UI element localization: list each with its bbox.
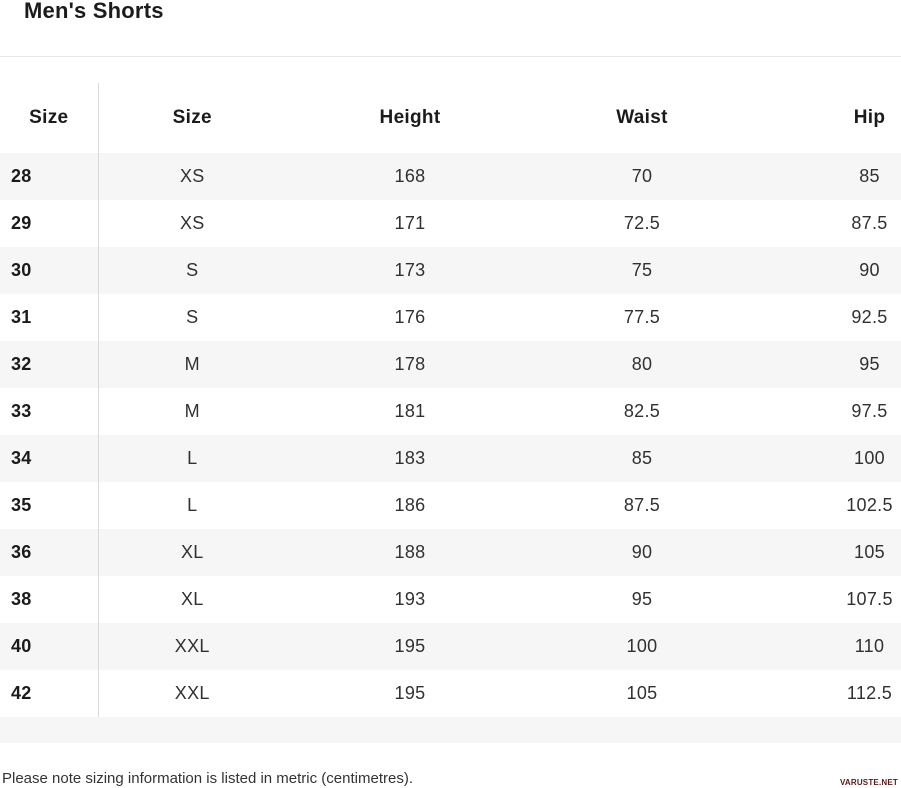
cell-waist: 70 [631, 166, 653, 186]
cell-hip: 100 [854, 448, 885, 468]
cell-size-us: 38 [0, 576, 99, 623]
cell-size-intl: XL [180, 542, 204, 562]
cell-height: 178 [394, 354, 426, 374]
column-header-size-intl: Size [172, 107, 212, 128]
cell-size-us: 32 [0, 341, 99, 388]
cell-size-us: 40 [0, 623, 99, 670]
cell-waist: 105 [626, 683, 658, 703]
cell-height: 181 [394, 401, 426, 421]
cell-height: 186 [394, 495, 426, 515]
cell-height: 173 [394, 260, 426, 280]
cell-size-intl: L [187, 448, 198, 468]
cell-size-us: 33 [0, 388, 99, 435]
cell-waist: 87.5 [623, 495, 661, 515]
cell-waist: 75 [631, 260, 653, 280]
cell-height: 183 [394, 448, 426, 468]
table-row: 40 XXL 195 100 110 [0, 623, 901, 670]
cell-size-intl: XXL [174, 683, 210, 703]
table-row: 38 XL 193 95 107.5 [0, 576, 901, 623]
table-row: 33 M 181 82.5 97.5 [0, 388, 901, 435]
cell-waist: 77.5 [623, 307, 661, 327]
table-body: 28 XS 168 70 85 29 XS 171 72.5 87.5 30 S… [0, 153, 901, 717]
table-row: 28 XS 168 70 85 [0, 153, 901, 200]
cell-size-us: 29 [0, 200, 99, 247]
cell-waist: 82.5 [623, 401, 661, 421]
cell-size-us: 30 [0, 247, 99, 294]
cell-height: 176 [394, 307, 426, 327]
table-row: 30 S 173 75 90 [0, 247, 901, 294]
cell-hip: 92.5 [851, 307, 888, 327]
cell-height: 193 [394, 589, 426, 609]
cell-waist: 80 [631, 354, 653, 374]
cell-hip: 85 [859, 166, 880, 186]
cell-waist: 95 [631, 589, 653, 609]
column-header-size-us: Size [0, 83, 99, 153]
metric-note: Please note sizing information is listed… [2, 770, 413, 787]
column-header-hip: Hip [853, 107, 886, 128]
table-row: 31 S 176 77.5 92.5 [0, 294, 901, 341]
cell-hip: 95 [859, 354, 880, 374]
title-bar: Men's Shorts [0, 0, 901, 57]
table-row: 36 XL 188 90 105 [0, 529, 901, 576]
cell-size-intl: M [184, 354, 200, 374]
header-row: Size Size Height Waist Hip [0, 83, 901, 153]
cell-height: 171 [394, 213, 426, 233]
column-header-height: Height [379, 107, 441, 128]
cell-height: 168 [394, 166, 426, 186]
cell-size-us: 35 [0, 482, 99, 529]
cell-size-intl: XL [180, 589, 204, 609]
cell-size-intl: XS [179, 166, 205, 186]
cell-waist: 72.5 [623, 213, 661, 233]
size-table: Size Size Height Waist Hip 28 XS 168 70 … [0, 83, 901, 717]
cell-size-intl: L [187, 495, 198, 515]
cell-size-intl: S [186, 307, 199, 327]
cell-hip: 97.5 [851, 401, 888, 421]
cell-hip: 107.5 [846, 589, 893, 609]
cell-size-us: 42 [0, 670, 99, 717]
table-row: 42 XXL 195 105 112.5 [0, 670, 901, 717]
cell-hip: 90 [859, 260, 880, 280]
cell-hip: 87.5 [851, 213, 888, 233]
cell-hip: 102.5 [846, 495, 893, 515]
cell-hip: 112.5 [846, 683, 893, 703]
cell-height: 195 [394, 636, 426, 656]
cell-size-us: 36 [0, 529, 99, 576]
column-header-waist: Waist [616, 107, 668, 128]
page-title: Men's Shorts [24, 0, 164, 23]
cell-size-intl: S [186, 260, 199, 280]
cell-hip: 105 [854, 542, 885, 562]
cell-waist: 85 [631, 448, 653, 468]
cell-height: 188 [394, 542, 426, 562]
cell-hip: 110 [854, 636, 885, 656]
cell-size-intl: M [184, 401, 200, 421]
table-row: 35 L 186 87.5 102.5 [0, 482, 901, 529]
table-row: 32 M 178 80 95 [0, 341, 901, 388]
cell-size-intl: XS [179, 213, 205, 233]
cell-size-us: 31 [0, 294, 99, 341]
table-row: 34 L 183 85 100 [0, 435, 901, 482]
cell-waist: 90 [631, 542, 653, 562]
table-row: 29 XS 171 72.5 87.5 [0, 200, 901, 247]
cell-size-us: 28 [0, 153, 99, 200]
cell-waist: 100 [626, 636, 658, 656]
cell-size-intl: XXL [174, 636, 210, 656]
table-header: Size Size Height Waist Hip [0, 83, 901, 153]
cell-size-us: 34 [0, 435, 99, 482]
table-footer-band [0, 717, 901, 743]
watermark: VARUSTE.NET [839, 778, 898, 787]
cell-height: 195 [394, 683, 426, 703]
